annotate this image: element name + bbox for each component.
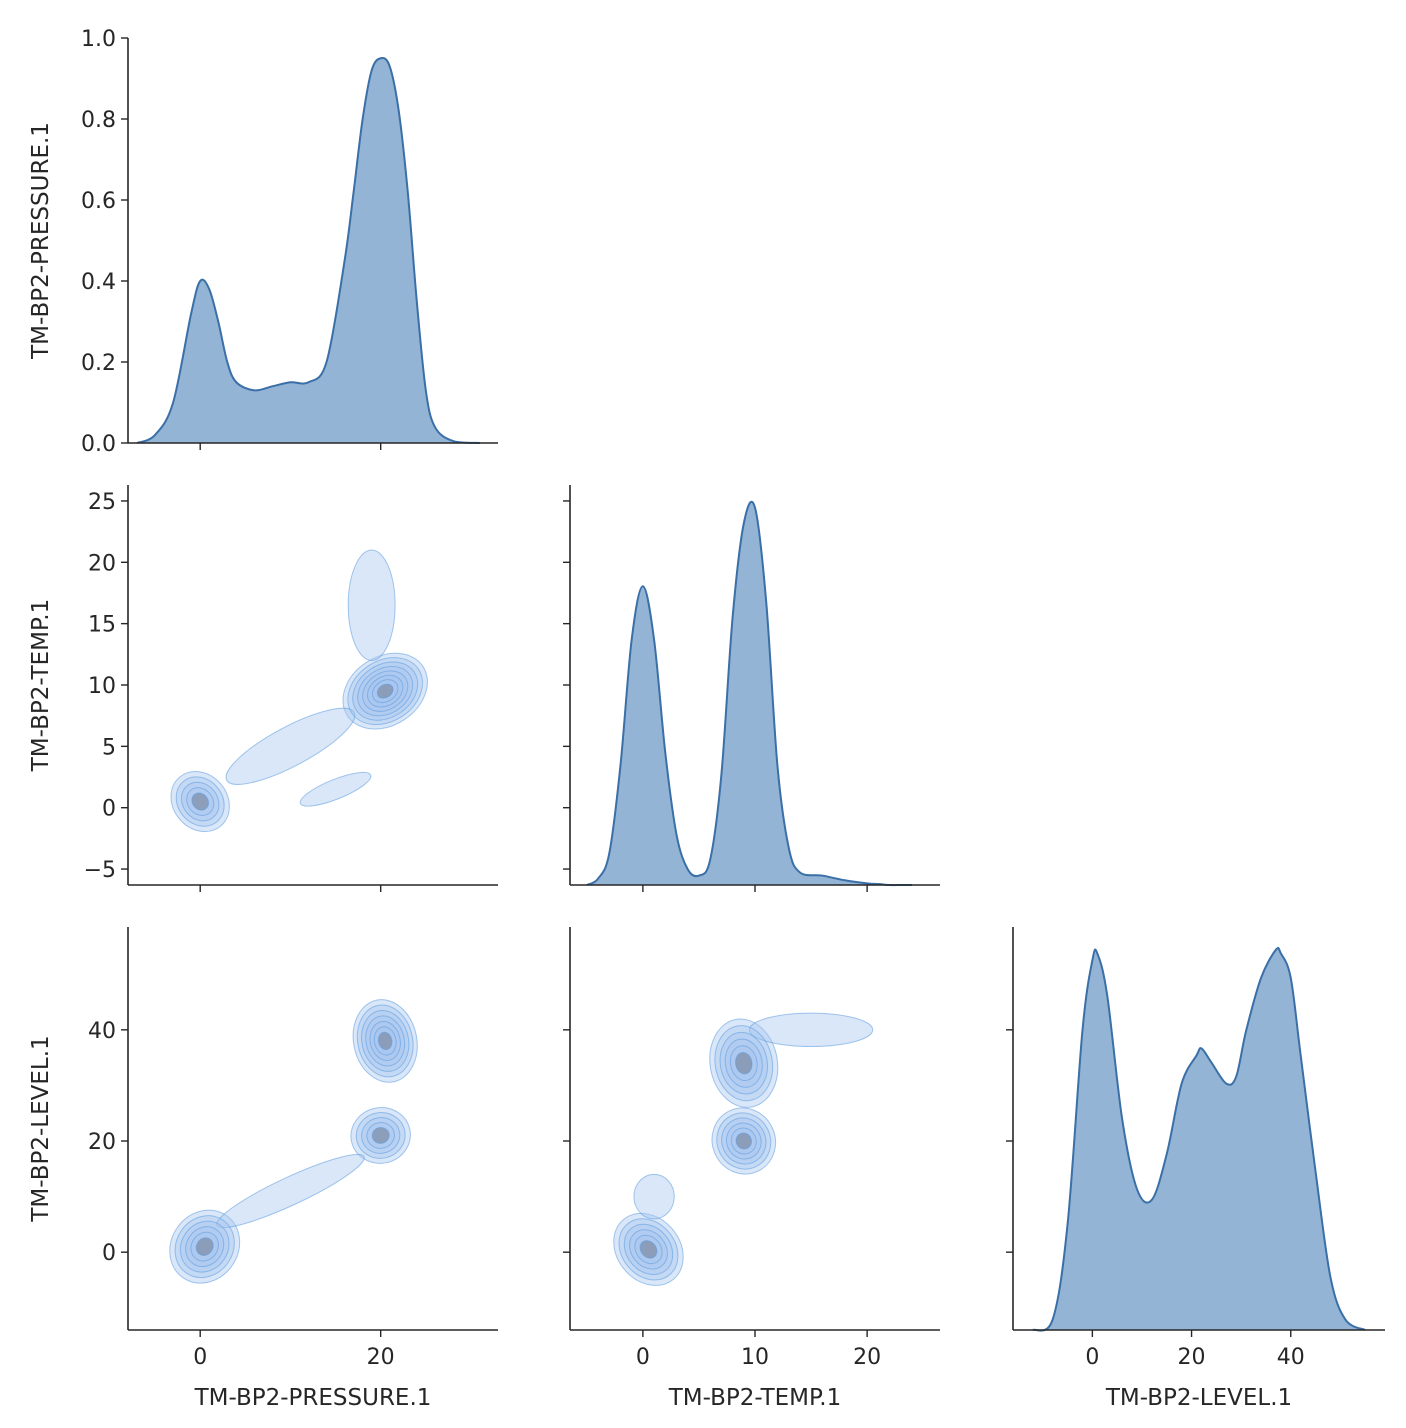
kde2d-panel-2: 0 20 40 TM-BP2-LEVEL.1 0 20 TM-BP2-PRESSURE.1 — [28, 927, 498, 1411]
y-tick-label: 0.0 — [81, 432, 116, 457]
x-tick-label: 20 — [367, 1345, 395, 1370]
density-contour — [735, 1132, 752, 1150]
y-axis-label: TM-BP2-PRESSURE.1 — [28, 122, 54, 360]
x-axis-label: TM-BP2-LEVEL.1 — [1105, 1385, 1292, 1411]
density-contour — [371, 1126, 390, 1144]
y-tick-label: 0 — [102, 797, 116, 822]
y-tick-label: 40 — [88, 1019, 116, 1044]
x-axis-label: TM-BP2-PRESSURE.1 — [194, 1385, 432, 1411]
kde2d-panel-3: 0 10 20 TM-BP2-TEMP.1 — [563, 927, 940, 1411]
density-contour — [216, 1153, 365, 1229]
y-tick-label: 25 — [88, 490, 116, 515]
x-tick-label: 20 — [853, 1345, 881, 1370]
y-tick-label: 0.2 — [81, 351, 116, 376]
y-tick-label: 10 — [88, 674, 116, 699]
density-contour — [299, 771, 372, 807]
y-axis-label: TM-BP2-LEVEL.1 — [28, 1035, 54, 1222]
y-tick-label: 1.0 — [81, 27, 116, 52]
y-tick-label: 20 — [88, 1130, 116, 1155]
density-contour — [195, 1237, 214, 1256]
x-tick-label: 0 — [193, 1345, 207, 1370]
y-tick-label: 0 — [102, 1241, 116, 1266]
kde-fill — [1032, 947, 1366, 1331]
x-axis-label: TM-BP2-TEMP.1 — [668, 1385, 842, 1411]
y-axis-label: TM-BP2-TEMP.1 — [28, 599, 54, 773]
kde-line — [586, 500, 912, 887]
y-tick-label: 0.6 — [81, 189, 116, 214]
kde-fill — [586, 501, 912, 886]
diag-panel-tm-bp2-temp-1 — [563, 485, 940, 887]
x-tick-label: 20 — [1178, 1345, 1206, 1370]
y-tick-label: 5 — [102, 735, 116, 760]
kde-fill — [137, 57, 480, 443]
x-tick-label: 0 — [636, 1345, 650, 1370]
upper-x-ticks — [199, 443, 868, 892]
x-tick-label: 40 — [1277, 1345, 1305, 1370]
diag-panel-tm-bp2-level-1 — [1006, 927, 1385, 1332]
density-contour — [735, 1051, 753, 1075]
density-contour — [347, 549, 396, 661]
x-tick-label: 0 — [1085, 1345, 1099, 1370]
level-x-axis: 0 20 40 TM-BP2-LEVEL.1 — [1085, 1330, 1305, 1411]
density-contour — [191, 792, 210, 811]
density-contour — [639, 1240, 658, 1259]
x-tick-label: 10 — [741, 1345, 769, 1370]
density-contour — [633, 1173, 675, 1220]
diag-panel-tm-bp2-pressure-1: 0.0 0.2 0.4 0.6 0.8 1.0 TM-BP2-PRESSURE.1 — [28, 27, 498, 457]
kde2d-panel-1: −5 0 5 10 15 20 25 TM-BP2-TEMP.1 — [28, 485, 498, 892]
density-contour — [377, 1031, 393, 1051]
kde-line — [1032, 946, 1366, 1332]
y-tick-label: −5 — [84, 858, 116, 883]
y-tick-label: 0.8 — [81, 108, 116, 133]
y-tick-label: 20 — [88, 551, 116, 576]
density-contour — [376, 683, 394, 699]
y-tick-label: 15 — [88, 613, 116, 638]
kde-line — [136, 56, 481, 444]
density-contour — [225, 707, 356, 785]
density-contour — [748, 1012, 874, 1048]
y-tick-label: 0.4 — [81, 270, 116, 295]
